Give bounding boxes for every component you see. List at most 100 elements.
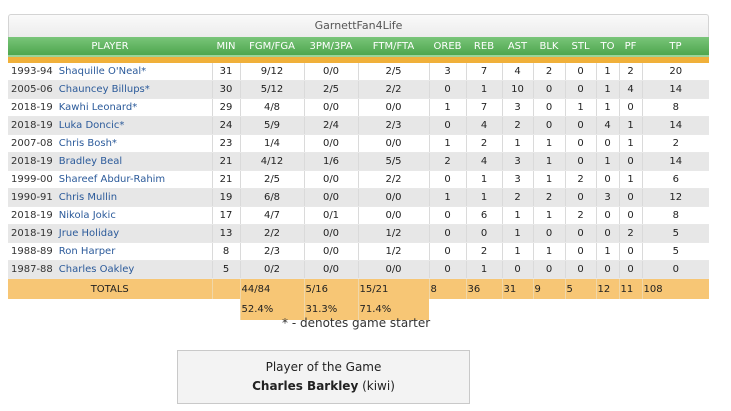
stat-oreb: 1 (428, 188, 466, 207)
player-name-link[interactable]: Shaquille O'Neal* (58, 66, 147, 77)
stat-pts: 12 (641, 188, 709, 207)
stat-min: 19 (211, 188, 240, 207)
stat-blk: 2 (532, 188, 565, 207)
stat-tp3: 0/1 (303, 206, 358, 225)
stat-pts: 5 (641, 242, 709, 261)
season-label: 2018-19 (11, 156, 53, 167)
stat-ft: 2/2 (357, 170, 429, 189)
player-name-link[interactable]: Ron Harper (58, 246, 116, 257)
season-label: 2007-08 (11, 138, 53, 149)
col-header-pf: PF (619, 37, 642, 56)
stat-ast: 3 (501, 170, 533, 189)
stat-ast: 4 (501, 63, 533, 81)
stat-to: 1 (595, 80, 619, 99)
col-header-to: TO (596, 37, 619, 56)
stat-pf: 0 (618, 188, 642, 207)
table-row: 1993-94 Shaquille O'Neal* 31 9/12 0/0 2/5 3 7 4 2… (8, 63, 709, 81)
stat-fg: 2/2 (239, 224, 304, 243)
stat-min: 13 (211, 224, 240, 243)
stat-ast: 1 (501, 206, 533, 225)
col-header-reb: REB (466, 37, 502, 56)
col-header-tp: TP (642, 37, 709, 56)
stat-stl: 0 (564, 116, 596, 135)
stat-stl: 0 (564, 152, 596, 171)
table-row: 2018-19 Luka Doncic* 24 5/9 2/4 2/3 0 4 2 0 0 4 1 14 (8, 116, 709, 135)
stat-ft: 2/2 (357, 80, 429, 99)
stat-to: 1 (595, 242, 619, 261)
stat-ast: 1 (501, 242, 533, 261)
player-name-link[interactable]: Jrue Holiday (58, 228, 120, 239)
season-label: 1993-94 (11, 66, 53, 77)
player-cell: 2018-19 Kawhi Leonard* (8, 98, 212, 117)
stat-tp3: 2/5 (303, 80, 358, 99)
stat-pts: 14 (641, 152, 709, 171)
stat-stl: 0 (564, 80, 596, 99)
stat-ft: 0/0 (357, 206, 429, 225)
stat-to: 1 (595, 98, 619, 117)
player-cell: 2007-08 Chris Bosh* (8, 134, 212, 153)
player-name-link[interactable]: Nikola Jokic (58, 210, 116, 221)
player-of-game-box: Player of the Game Charles Barkley (kiwi… (177, 350, 470, 404)
stat-pts: 6 (641, 170, 709, 189)
stat-min: 5 (211, 260, 240, 279)
table-row: 2005-06 Chauncey Billups* 30 5/12 2/5 2/2 0 1 10… (8, 80, 709, 99)
stat-stl: 0 (564, 224, 596, 243)
3p-pct: 31.3% (303, 299, 358, 320)
stat-oreb: 1 (428, 134, 466, 153)
player-cell: 2018-19 Jrue Holiday (8, 224, 212, 243)
stat-oreb: 0 (428, 242, 466, 261)
season-label: 2018-19 (11, 228, 53, 239)
stat-blk: 0 (532, 116, 565, 135)
stat-fg: 2/3 (239, 242, 304, 261)
stat-min: 17 (211, 206, 240, 225)
ft-pct: 71.4% (357, 299, 429, 320)
box-score: GarnettFan4Life PLAYER MIN FGM/FGA 3PM/3… (8, 14, 709, 320)
stat-oreb: 3 (428, 63, 466, 81)
player-cell: 2018-19 Bradley Beal (8, 152, 212, 171)
team-title: GarnettFan4Life (8, 14, 709, 37)
player-name-link[interactable]: Chris Bosh* (58, 138, 117, 149)
stat-reb: 2 (465, 134, 502, 153)
player-cell: 1999-00 Shareef Abdur-Rahim (8, 170, 212, 189)
stat-fg: 9/12 (239, 63, 304, 81)
stat-to: 4 (595, 116, 619, 135)
stat-oreb: 2 (428, 152, 466, 171)
stat-pts: 2 (641, 134, 709, 153)
totals-oreb: 8 (428, 278, 466, 299)
player-name-link[interactable]: Shareef Abdur-Rahim (58, 174, 166, 185)
player-name-link[interactable]: Charles Oakley (58, 264, 135, 275)
player-of-game-label: Player of the Game (265, 360, 382, 374)
player-name-link[interactable]: Luka Doncic* (58, 120, 125, 131)
player-name-link[interactable]: Chris Mullin (58, 192, 118, 203)
table-row: 1988-89 Ron Harper 8 2/3 0/0 1/2 0 2 1 1 0 1 0 5 (8, 242, 709, 261)
totals-min (211, 278, 240, 299)
season-label: 1987-88 (11, 264, 53, 275)
totals-to: 12 (595, 278, 619, 299)
stat-tp3: 0/0 (303, 260, 358, 279)
col-header-stl: STL (565, 37, 596, 56)
table-row: 1987-88 Charles Oakley 5 0/2 0/0 0/0 0 1 0 0 0 0 0 0 (8, 260, 709, 279)
stat-tp3: 0/0 (303, 98, 358, 117)
stat-stl: 2 (564, 170, 596, 189)
table-row: 1999-00 Shareef Abdur-Rahim 21 2/5 0/0 2/2 0 1 3… (8, 170, 709, 189)
stat-to: 3 (595, 188, 619, 207)
stat-tp3: 0/0 (303, 242, 358, 261)
stat-tp3: 0/0 (303, 224, 358, 243)
totals-tp: 108 (641, 278, 709, 299)
player-name-link[interactable]: Kawhi Leonard* (58, 102, 138, 113)
stat-to: 0 (595, 170, 619, 189)
season-label: 2018-19 (11, 210, 53, 221)
stat-tp3: 0/0 (303, 188, 358, 207)
stat-fg: 1/4 (239, 134, 304, 153)
stat-pf: 0 (618, 206, 642, 225)
player-name-link[interactable]: Bradley Beal (58, 156, 123, 167)
totals-pf: 11 (618, 278, 642, 299)
stat-blk: 0 (532, 80, 565, 99)
stat-to: 1 (595, 63, 619, 81)
header-stripe (8, 55, 709, 63)
stat-pf: 2 (618, 63, 642, 81)
player-name-link[interactable]: Chauncey Billups* (58, 84, 150, 95)
col-header-fg: FGM/FGA (240, 37, 304, 56)
stat-pf: 2 (618, 224, 642, 243)
stat-tp3: 1/6 (303, 152, 358, 171)
